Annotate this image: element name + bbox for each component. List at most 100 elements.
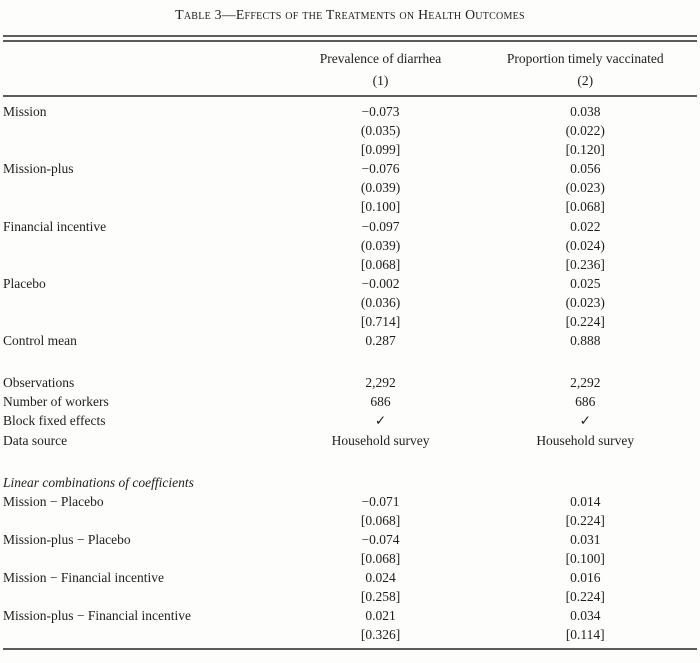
row-label-cell: Linear combinations of coefficients	[3, 474, 194, 490]
col2-value-cell: [0.120]	[565, 142, 605, 158]
document-page: Table 3—Effects of the Treatments on Hea…	[3, 0, 697, 651]
table-row: Placebo −0.002 0.025	[3, 274, 697, 293]
table-spacer-row	[3, 450, 697, 473]
results-table: Prevalence of diarrhea Proportion timely…	[3, 42, 697, 644]
table-row: Mission −0.073 0.038	[3, 96, 697, 121]
table-row: [0.068] [0.236]	[3, 255, 697, 274]
table-row: Mission − Placebo −0.071 0.014	[3, 492, 697, 511]
row-label-cell: Mission-plus − Financial incentive	[3, 608, 191, 624]
header-number-row: (1) (2)	[3, 67, 697, 97]
col2-value-cell: [0.068]	[565, 199, 605, 215]
col1-value-cell: (0.035)	[360, 123, 401, 139]
col1-value-cell: −0.071	[361, 493, 400, 509]
col2-value-cell: 0.025	[570, 275, 601, 291]
table-row: Mission − Financial incentive 0.024 0.016	[3, 568, 697, 587]
col1-value-cell: [0.068]	[360, 550, 401, 566]
col1-value-cell: −0.002	[361, 275, 400, 291]
row-label-cell: Number of workers	[3, 394, 109, 410]
col1-value-cell	[288, 350, 474, 373]
col2-value-cell: 0.031	[570, 531, 601, 547]
row-label-cell: Mission	[3, 104, 47, 119]
col1-value-cell: (0.039)	[360, 237, 401, 253]
col1-value-cell: −0.097	[361, 218, 400, 234]
table-row: [0.068] [0.224]	[3, 511, 697, 530]
header-empty-cell	[3, 42, 288, 67]
col1-value-cell: 0.287	[365, 333, 396, 349]
row-label-cell	[3, 121, 288, 140]
row-label-cell	[3, 178, 288, 197]
row-label-cell: Mission − Placebo	[3, 493, 104, 509]
row-label-cell	[3, 197, 288, 216]
table-row: (0.035) (0.022)	[3, 121, 697, 140]
col2-value-cell	[474, 450, 697, 473]
table-row: [0.100] [0.068]	[3, 197, 697, 216]
col2-value-cell: 0.034	[570, 608, 601, 624]
table-row: Number of workers 686 686	[3, 392, 697, 411]
table-row: Block fixed effects ✓ ✓	[3, 411, 697, 430]
row-label-cell	[3, 350, 288, 373]
col2-value-cell: 0.022	[570, 218, 601, 234]
header-empty-cell	[3, 67, 288, 97]
col1-value-cell: (0.036)	[360, 294, 401, 310]
row-label-cell: Block fixed effects	[3, 413, 106, 429]
table-row: (0.039) (0.023)	[3, 178, 697, 197]
col2-value-cell: [0.114]	[565, 627, 605, 643]
row-label-cell	[3, 293, 288, 312]
table-row: Linear combinations of coefficients	[3, 473, 697, 492]
col2-value-cell: 0.888	[570, 333, 601, 349]
column-number-2: (2)	[473, 67, 697, 97]
col2-value-cell: [0.236]	[565, 256, 605, 272]
col2-value-cell	[474, 350, 697, 373]
row-label-cell: Control mean	[3, 333, 77, 349]
row-label-cell	[3, 140, 288, 159]
column-header-1: Prevalence of diarrhea	[319, 51, 442, 66]
col2-value-cell: (0.023)	[565, 294, 605, 310]
col1-value-cell: Household survey	[331, 432, 430, 448]
table-row: Control mean 0.287 0.888	[3, 331, 697, 350]
col1-value-cell: [0.099]	[360, 142, 401, 158]
top-double-rule	[3, 35, 697, 42]
col1-value-cell: 686	[370, 394, 391, 410]
col2-value-cell: 0.016	[570, 570, 601, 586]
table-row: [0.714] [0.224]	[3, 312, 697, 331]
table-row: Observations 2,292 2,292	[3, 373, 697, 392]
column-header-2: Proportion timely vaccinated	[506, 51, 664, 66]
table-row: Mission-plus − Financial incentive 0.021 0…	[3, 606, 697, 625]
col1-value-cell: [0.326]	[360, 627, 401, 643]
bottom-rule	[3, 648, 697, 651]
table-row: (0.039) (0.024)	[3, 236, 697, 255]
table-row: [0.258] [0.224]	[3, 587, 697, 606]
col1-value-cell: −0.076	[361, 161, 400, 177]
row-label-cell: Mission − Financial incentive	[3, 570, 164, 586]
col1-value-cell: [0.100]	[360, 199, 401, 215]
col1-value-cell: 0.024	[365, 570, 396, 586]
row-label-cell	[3, 587, 288, 606]
table-row: [0.068] [0.100]	[3, 549, 697, 568]
table-row: Mission-plus −0.076 0.056	[3, 159, 697, 178]
col2-value-cell: 0.056	[570, 161, 601, 177]
col1-value-cell	[288, 450, 474, 473]
row-label-cell: Financial incentive	[3, 218, 107, 234]
col1-value-cell: 0.021	[365, 608, 396, 624]
row-label-cell: Data source	[3, 432, 68, 448]
row-label-cell	[3, 236, 288, 255]
col2-value-cell: (0.022)	[565, 123, 605, 139]
col2-value-cell: [0.224]	[565, 589, 605, 605]
col2-value-cell: [0.224]	[565, 314, 605, 330]
col2-value-cell: 0.038	[570, 104, 601, 119]
table-title: Table 3—Effects of the Treatments on Hea…	[175, 7, 525, 22]
col1-value-cell: −0.074	[361, 531, 400, 547]
col1-value-cell: [0.068]	[360, 512, 401, 528]
table-row: [0.326] [0.114]	[3, 625, 697, 644]
row-label-cell	[3, 511, 288, 530]
table-header: Prevalence of diarrhea Proportion timely…	[3, 42, 697, 97]
row-label-cell	[3, 255, 288, 274]
table-row: Mission-plus − Placebo −0.074 0.031	[3, 530, 697, 549]
col1-value-cell: [0.714]	[360, 314, 401, 330]
col2-value-cell: ✓	[579, 413, 591, 429]
col1-value-cell: ✓	[374, 413, 387, 429]
table-row: [0.099] [0.120]	[3, 140, 697, 159]
col2-value-cell: [0.224]	[565, 512, 605, 528]
row-label-cell	[3, 312, 288, 331]
col2-value-cell: [0.100]	[565, 550, 605, 566]
